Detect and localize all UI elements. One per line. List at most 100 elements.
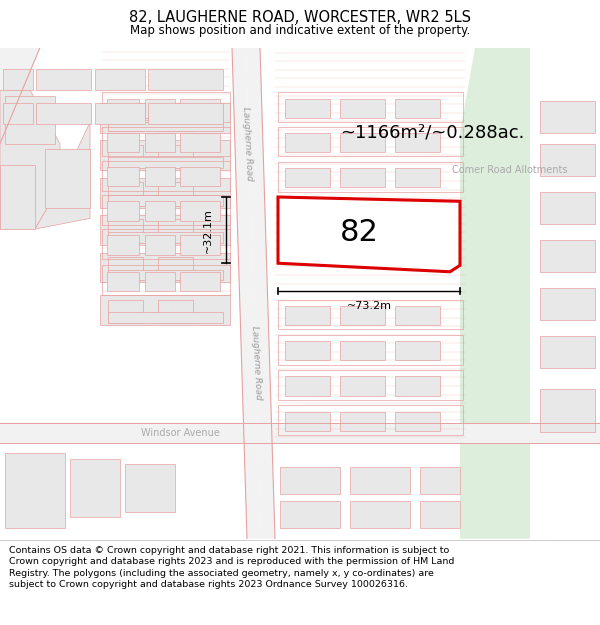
- Bar: [70, 459, 120, 518]
- Bar: [5, 453, 65, 528]
- Text: Contains OS data © Crown copyright and database right 2021. This information is : Contains OS data © Crown copyright and d…: [9, 546, 454, 589]
- Bar: [107, 236, 139, 254]
- Bar: [395, 133, 440, 152]
- Bar: [278, 92, 463, 123]
- Bar: [180, 133, 220, 152]
- Bar: [285, 216, 330, 248]
- Bar: [405, 222, 450, 248]
- Polygon shape: [35, 122, 90, 229]
- Bar: [345, 216, 390, 248]
- Bar: [158, 257, 193, 280]
- Bar: [340, 99, 385, 118]
- Bar: [102, 266, 230, 295]
- Bar: [108, 269, 223, 280]
- Bar: [102, 126, 230, 156]
- Text: 82: 82: [340, 217, 379, 247]
- Bar: [95, 69, 145, 90]
- Bar: [340, 168, 385, 187]
- Text: ~32.1m: ~32.1m: [203, 208, 213, 252]
- Bar: [395, 99, 440, 118]
- Polygon shape: [246, 48, 275, 539]
- Bar: [540, 336, 595, 368]
- Text: ~73.2m: ~73.2m: [347, 301, 392, 311]
- Bar: [102, 195, 230, 225]
- Bar: [180, 99, 220, 118]
- Text: 82, LAUGHERNE ROAD, WORCESTER, WR2 5LS: 82, LAUGHERNE ROAD, WORCESTER, WR2 5LS: [129, 11, 471, 26]
- Bar: [280, 501, 340, 528]
- Bar: [0, 165, 35, 229]
- Bar: [540, 240, 595, 272]
- Bar: [285, 99, 330, 118]
- Bar: [145, 272, 175, 291]
- Bar: [340, 412, 385, 431]
- Bar: [107, 201, 139, 221]
- Bar: [420, 501, 460, 528]
- Polygon shape: [0, 90, 60, 229]
- Bar: [285, 306, 330, 325]
- Bar: [100, 103, 230, 133]
- Bar: [102, 229, 230, 259]
- Bar: [180, 272, 220, 291]
- Bar: [280, 468, 340, 494]
- Bar: [395, 306, 440, 325]
- Polygon shape: [232, 48, 261, 539]
- Text: ~1166m²/~0.288ac.: ~1166m²/~0.288ac.: [340, 124, 524, 142]
- Bar: [350, 468, 410, 494]
- Bar: [100, 141, 230, 171]
- Bar: [395, 376, 440, 396]
- Bar: [108, 144, 143, 168]
- Bar: [100, 253, 230, 282]
- Bar: [36, 69, 91, 90]
- Bar: [540, 389, 595, 432]
- Bar: [278, 162, 463, 192]
- Bar: [180, 167, 220, 186]
- Bar: [540, 144, 595, 176]
- Polygon shape: [460, 48, 530, 539]
- Bar: [148, 103, 223, 124]
- Bar: [102, 92, 230, 123]
- Bar: [278, 299, 463, 329]
- Bar: [108, 195, 223, 206]
- Bar: [540, 288, 595, 320]
- Bar: [100, 215, 230, 245]
- Bar: [395, 341, 440, 361]
- Bar: [180, 201, 220, 221]
- Bar: [102, 161, 230, 191]
- Bar: [107, 167, 139, 186]
- Bar: [108, 158, 223, 168]
- Bar: [108, 299, 143, 323]
- Text: Windsor Avenue: Windsor Avenue: [140, 428, 220, 438]
- Bar: [158, 299, 193, 323]
- Bar: [145, 133, 175, 152]
- Text: Comer Road Allotments: Comer Road Allotments: [452, 166, 568, 176]
- Text: Laugherne Road: Laugherne Road: [241, 106, 253, 181]
- Bar: [148, 69, 223, 90]
- Bar: [285, 341, 330, 361]
- Polygon shape: [0, 423, 600, 442]
- Bar: [158, 182, 193, 206]
- Bar: [395, 168, 440, 187]
- Bar: [158, 107, 193, 131]
- Bar: [108, 312, 223, 323]
- Bar: [395, 412, 440, 431]
- Bar: [108, 219, 143, 243]
- Bar: [540, 101, 595, 133]
- Bar: [45, 149, 90, 208]
- Bar: [285, 376, 330, 396]
- Text: Map shows position and indicative extent of the property.: Map shows position and indicative extent…: [130, 24, 470, 37]
- Bar: [108, 257, 143, 280]
- Bar: [540, 192, 595, 224]
- Bar: [285, 168, 330, 187]
- Bar: [420, 468, 460, 494]
- Bar: [107, 272, 139, 291]
- Bar: [100, 295, 230, 325]
- Bar: [285, 412, 330, 431]
- Bar: [108, 107, 143, 131]
- Bar: [3, 103, 33, 124]
- Bar: [145, 167, 175, 186]
- Bar: [340, 341, 385, 361]
- Bar: [340, 376, 385, 396]
- Bar: [158, 219, 193, 243]
- Polygon shape: [278, 197, 460, 272]
- Bar: [108, 182, 143, 206]
